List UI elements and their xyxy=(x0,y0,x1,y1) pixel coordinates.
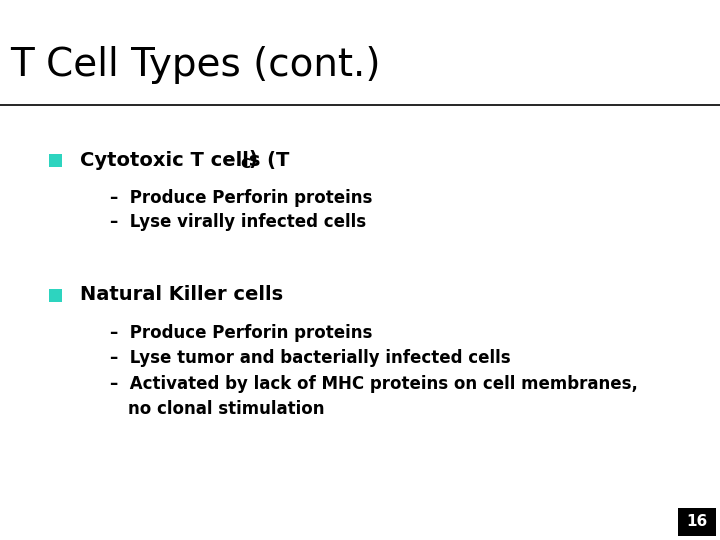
Text: Cytotoxic T cells (T: Cytotoxic T cells (T xyxy=(80,151,289,170)
Text: ): ) xyxy=(248,151,257,170)
Text: –  Activated by lack of MHC proteins on cell membranes,: – Activated by lack of MHC proteins on c… xyxy=(110,375,638,393)
Text: –  Lyse tumor and bacterially infected cells: – Lyse tumor and bacterially infected ce… xyxy=(110,349,510,367)
Text: –  Produce Perforin proteins: – Produce Perforin proteins xyxy=(110,189,372,207)
Bar xyxy=(678,508,716,536)
Text: 16: 16 xyxy=(686,515,708,530)
Text: –  Lyse virally infected cells: – Lyse virally infected cells xyxy=(110,213,366,231)
Text: C: C xyxy=(240,157,251,171)
Bar xyxy=(48,153,61,166)
Text: –  Produce Perforin proteins: – Produce Perforin proteins xyxy=(110,324,372,342)
Text: T Cell Types (cont.): T Cell Types (cont.) xyxy=(10,46,380,84)
Text: Natural Killer cells: Natural Killer cells xyxy=(80,286,283,305)
Text: no clonal stimulation: no clonal stimulation xyxy=(128,400,325,418)
Bar xyxy=(48,288,61,301)
